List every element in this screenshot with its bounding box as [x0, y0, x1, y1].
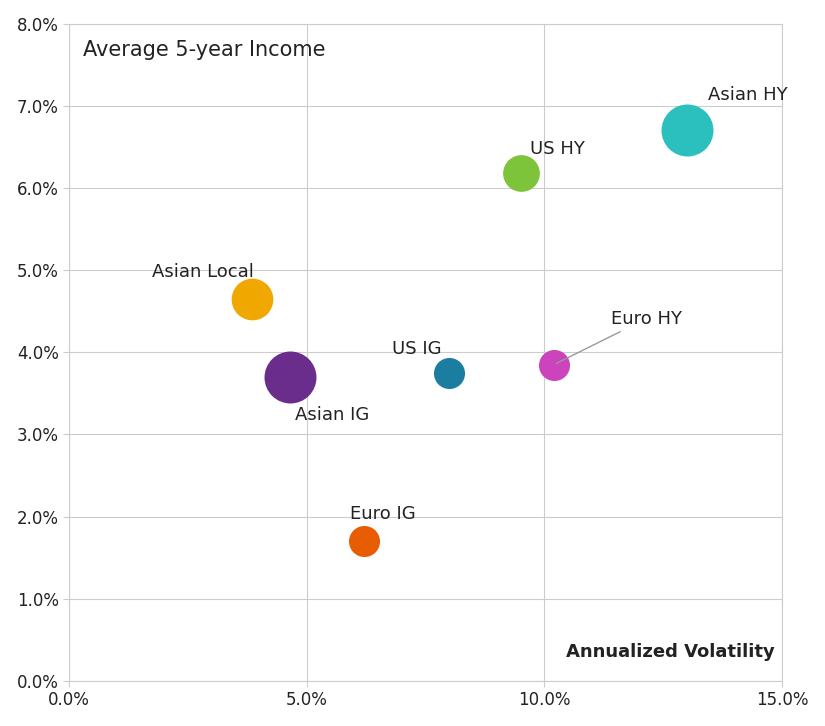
Text: US IG: US IG	[393, 340, 442, 358]
Text: Euro IG: Euro IG	[350, 505, 415, 523]
Text: Euro HY: Euro HY	[556, 310, 682, 364]
Text: Asian Local: Asian Local	[153, 263, 254, 281]
Text: Asian HY: Asian HY	[709, 86, 788, 104]
Text: Asian IG: Asian IG	[295, 406, 369, 424]
Point	[547, 359, 560, 370]
Text: US HY: US HY	[530, 140, 585, 158]
Point	[681, 125, 694, 136]
Point	[443, 367, 456, 379]
Point	[246, 293, 259, 305]
Point	[357, 536, 370, 547]
Text: Annualized Volatility: Annualized Volatility	[566, 643, 775, 661]
Text: Average 5-year Income: Average 5-year Income	[83, 40, 326, 60]
Point	[284, 371, 297, 383]
Point	[514, 168, 527, 179]
